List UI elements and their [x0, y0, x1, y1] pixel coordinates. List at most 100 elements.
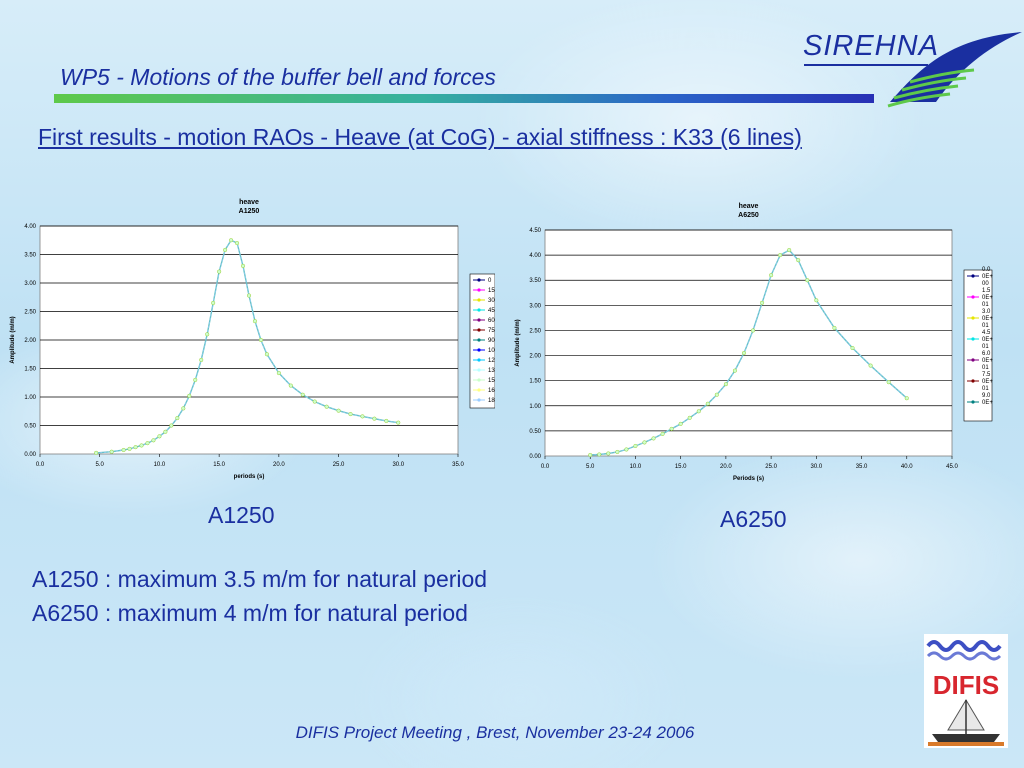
legend-label: 01	[982, 344, 989, 350]
data-point	[187, 393, 192, 398]
x-tick-label: 15.0	[213, 462, 225, 468]
data-point	[235, 241, 240, 246]
data-point	[796, 258, 801, 263]
legend-box	[469, 273, 495, 409]
y-tick-label: 4.00	[529, 253, 541, 259]
y-tick-label: 3.50	[529, 278, 541, 284]
data-point	[832, 325, 837, 330]
legend-swatch-marker	[477, 378, 481, 382]
legend-label: 0E+	[982, 295, 993, 301]
data-point	[778, 253, 783, 258]
data-point	[246, 293, 252, 298]
data-point	[642, 440, 647, 445]
data-point	[904, 396, 909, 401]
data-point	[240, 263, 246, 268]
difis-logo-text: DIFIS	[933, 670, 999, 700]
data-point	[606, 451, 611, 456]
legend-swatch-marker	[971, 400, 975, 404]
data-point	[814, 298, 819, 303]
data-point	[678, 421, 683, 426]
title-gradient-bar	[54, 94, 874, 103]
legend-label: 150	[488, 378, 495, 384]
legend-label: 0E+	[982, 274, 993, 280]
y-axis-label: Amplitude (m/m)	[515, 319, 521, 366]
legend-swatch-marker	[971, 316, 975, 320]
chart-subtitle: A6250	[738, 212, 759, 219]
data-point	[324, 404, 329, 409]
y-tick-label: 1.50	[529, 379, 541, 385]
legend-label: 15	[488, 288, 495, 294]
data-point	[175, 416, 180, 421]
x-tick-label: 45.0	[946, 464, 958, 470]
data-point	[258, 337, 263, 343]
data-point	[121, 447, 126, 453]
legend-swatch-marker	[477, 278, 481, 282]
legend-swatch-marker	[477, 308, 481, 312]
legend-label: 3.0	[982, 309, 991, 315]
chart-title: heave	[739, 203, 759, 210]
data-point	[229, 238, 234, 243]
legend-swatch-marker	[971, 295, 975, 299]
y-tick-label: 1.00	[24, 395, 36, 401]
legend-swatch-marker	[971, 274, 975, 278]
legend-label: 0E+	[982, 358, 993, 364]
y-axis-label: Amplitude (m/m)	[10, 316, 16, 363]
data-point	[223, 247, 228, 252]
legend-swatch-marker	[477, 398, 481, 402]
data-point	[300, 392, 305, 397]
legend-label: 7.5	[982, 372, 991, 378]
data-point	[669, 426, 674, 431]
data-point	[769, 273, 774, 278]
legend-label: 165	[488, 388, 495, 394]
legend-swatch-marker	[477, 388, 481, 392]
data-point	[396, 420, 401, 425]
legend-label: 6.0	[982, 351, 991, 357]
data-point	[384, 418, 389, 423]
data-point	[741, 350, 747, 356]
y-tick-label: 0.50	[529, 429, 541, 435]
y-tick-label: 0.00	[24, 452, 36, 458]
legend-label: 0E+	[982, 316, 993, 322]
x-tick-label: 20.0	[273, 462, 285, 468]
data-point	[705, 401, 710, 406]
result-line-a6250: A6250 : maximum 4 m/m for natural period	[32, 600, 468, 626]
y-tick-label: 2.50	[529, 328, 541, 334]
data-point	[205, 332, 210, 337]
legend-label: 90	[488, 338, 495, 344]
y-tick-label: 0.00	[529, 454, 541, 460]
data-point	[127, 446, 132, 451]
legend-swatch-marker	[477, 338, 481, 342]
legend-label: 75	[488, 328, 495, 334]
legend-label: 60	[488, 318, 495, 324]
legend-label: 9.0	[982, 393, 991, 399]
y-tick-label: 1.50	[24, 367, 36, 373]
x-tick-label: 25.0	[333, 462, 345, 468]
x-tick-label: 35.0	[856, 464, 868, 470]
legend-label: 45	[488, 308, 495, 314]
data-point	[723, 382, 728, 387]
legend-label: 0E+	[982, 379, 993, 385]
sirehna-swoosh-logo	[887, 32, 1022, 108]
slide-subtitle: First results - motion RAOs - Heave (at …	[38, 124, 802, 150]
legend-label: 01	[982, 365, 989, 371]
data-point	[276, 371, 281, 376]
y-tick-label: 2.50	[24, 310, 36, 316]
legend-label: 01	[982, 302, 989, 308]
data-point	[714, 392, 719, 397]
chart-title: heave	[239, 199, 259, 206]
heave-chart-a1250: heaveA12500.000.501.001.502.002.503.003.…	[10, 199, 495, 480]
y-tick-label: 2.00	[24, 338, 36, 344]
data-point	[360, 414, 365, 419]
x-tick-label: 10.0	[630, 464, 642, 470]
slide-title: WP5 - Motions of the buffer bell and for…	[60, 64, 496, 90]
x-tick-label: 40.0	[901, 464, 913, 470]
legend-label: 4.5	[982, 330, 991, 336]
data-point	[372, 416, 377, 421]
legend-label: 00	[982, 281, 989, 287]
x-tick-label: 0.0	[541, 464, 550, 470]
caption-a1250: A1250	[208, 502, 275, 528]
data-point	[211, 300, 216, 305]
data-point	[169, 423, 174, 428]
legend-swatch-marker	[971, 337, 975, 341]
x-tick-label: 0.0	[36, 462, 45, 468]
